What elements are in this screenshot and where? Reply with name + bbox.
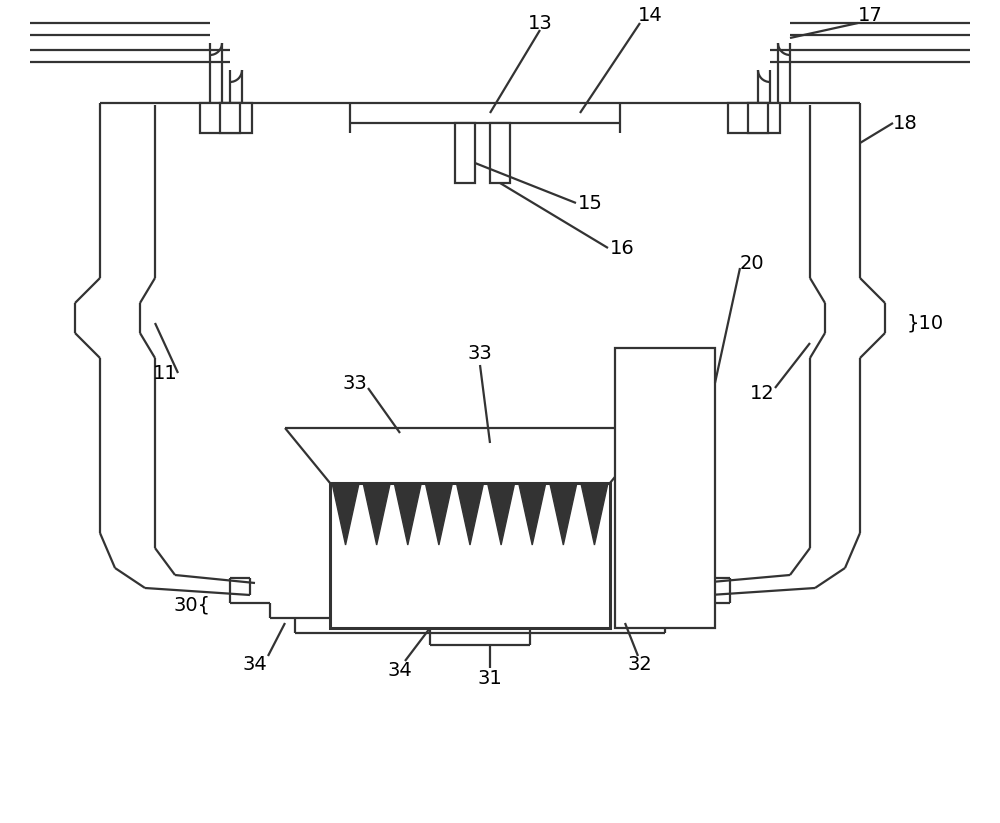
- Polygon shape: [519, 483, 546, 545]
- Polygon shape: [394, 483, 421, 545]
- Polygon shape: [332, 483, 359, 545]
- Text: 11: 11: [153, 364, 177, 383]
- Text: 12: 12: [750, 384, 774, 402]
- Text: 30{: 30{: [174, 596, 210, 615]
- Text: 34: 34: [388, 662, 412, 681]
- Text: 34: 34: [243, 655, 267, 675]
- Bar: [200, 103, 252, 133]
- Polygon shape: [456, 483, 484, 545]
- Bar: [728, 103, 780, 133]
- Polygon shape: [550, 483, 577, 545]
- Text: 16: 16: [610, 239, 634, 258]
- Bar: [330, 483, 610, 628]
- Polygon shape: [363, 483, 390, 545]
- Text: 17: 17: [858, 6, 882, 25]
- Text: 13: 13: [528, 13, 552, 32]
- Bar: [455, 123, 475, 183]
- Text: }10: }10: [906, 314, 944, 332]
- Polygon shape: [425, 483, 452, 545]
- Text: 33: 33: [468, 343, 492, 362]
- Bar: [748, 103, 768, 133]
- Text: 31: 31: [478, 668, 502, 687]
- Text: 14: 14: [638, 6, 662, 25]
- Bar: [220, 103, 240, 133]
- Text: 18: 18: [893, 114, 917, 133]
- Polygon shape: [581, 483, 608, 545]
- Text: 15: 15: [578, 193, 602, 212]
- Text: 20: 20: [740, 253, 764, 272]
- Text: 33: 33: [343, 374, 367, 393]
- Bar: [615, 348, 715, 628]
- Text: 32: 32: [628, 655, 652, 675]
- Polygon shape: [488, 483, 515, 545]
- Bar: [490, 123, 510, 183]
